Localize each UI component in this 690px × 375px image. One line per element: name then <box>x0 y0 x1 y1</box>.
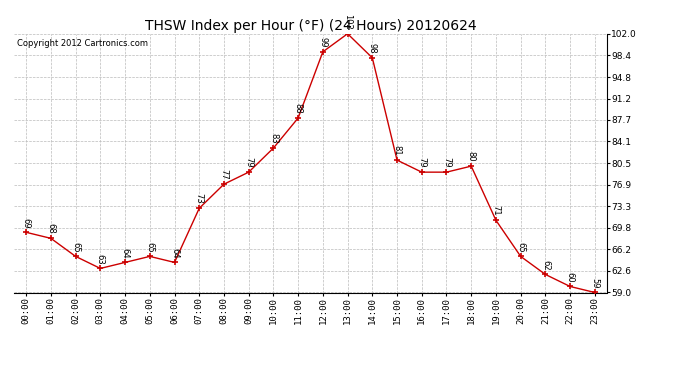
Text: 64: 64 <box>121 248 130 258</box>
Text: 73: 73 <box>195 194 204 204</box>
Text: Copyright 2012 Cartronics.com: Copyright 2012 Cartronics.com <box>17 39 148 48</box>
Text: 83: 83 <box>269 133 278 144</box>
Text: 71: 71 <box>491 206 500 216</box>
Text: 88: 88 <box>294 103 303 114</box>
Text: 81: 81 <box>393 146 402 156</box>
Text: 64: 64 <box>170 248 179 258</box>
Text: 99: 99 <box>318 37 327 48</box>
Text: 77: 77 <box>219 169 228 180</box>
Text: 102: 102 <box>343 14 352 30</box>
Text: 80: 80 <box>466 152 475 162</box>
Text: 65: 65 <box>516 242 525 252</box>
Title: THSW Index per Hour (°F) (24 Hours) 20120624: THSW Index per Hour (°F) (24 Hours) 2012… <box>145 19 476 33</box>
Text: 69: 69 <box>21 217 30 228</box>
Text: 79: 79 <box>417 158 426 168</box>
Text: 65: 65 <box>71 242 80 252</box>
Text: 63: 63 <box>96 254 105 264</box>
Text: 98: 98 <box>368 43 377 54</box>
Text: 62: 62 <box>541 260 550 270</box>
Text: 60: 60 <box>566 272 575 282</box>
Text: 68: 68 <box>46 224 55 234</box>
Text: 59: 59 <box>591 278 600 288</box>
Text: 79: 79 <box>442 158 451 168</box>
Text: 65: 65 <box>146 242 155 252</box>
Text: 79: 79 <box>244 158 253 168</box>
